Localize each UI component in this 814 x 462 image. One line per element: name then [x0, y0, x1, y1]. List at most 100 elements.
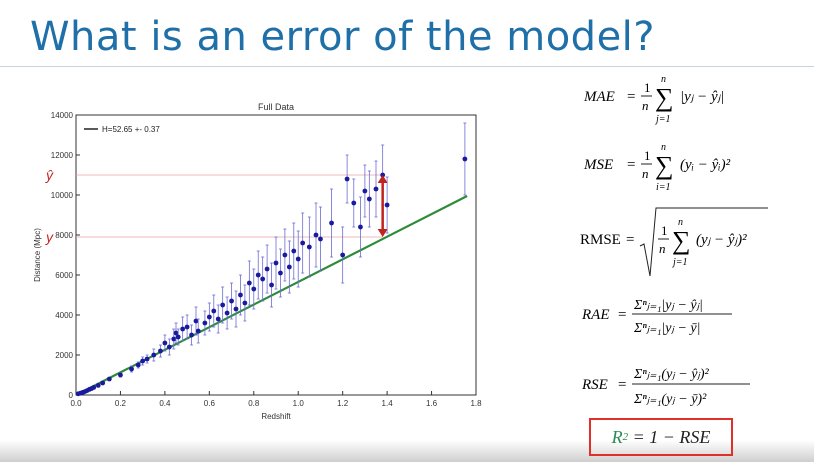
rmse-frac-bot: n — [659, 241, 666, 256]
rmse-frac-top: 1 — [661, 223, 668, 238]
data-point — [233, 306, 239, 312]
data-point — [118, 372, 123, 378]
y-tick-label: 0 — [69, 391, 74, 400]
yhat-label: ŷ — [45, 167, 54, 183]
x-tick-label: 0.8 — [248, 399, 260, 408]
data-point — [140, 358, 146, 364]
data-point — [100, 380, 106, 386]
mse-sum-top: n — [661, 142, 666, 153]
mse-formula: MSE = 1 n ∑ n i=1 (yᵢ − ŷᵢ)² — [560, 138, 800, 198]
data-point — [295, 256, 301, 262]
x-tick-label: 1.6 — [426, 399, 438, 408]
data-point — [318, 236, 323, 242]
data-point — [286, 264, 292, 270]
mae-frac-bot: n — [642, 98, 649, 113]
rae-lhs: RAE — [581, 307, 610, 323]
legend-entry: H=52.65 +- 0.37 — [102, 125, 160, 134]
data-point — [151, 352, 157, 358]
data-point — [135, 362, 141, 368]
x-tick-label: 0.6 — [204, 399, 216, 408]
data-point — [195, 328, 201, 334]
data-point — [306, 244, 312, 250]
y-tick-label: 2000 — [55, 351, 73, 360]
data-point — [358, 224, 363, 230]
data-point — [95, 383, 101, 388]
data-point — [462, 156, 468, 162]
x-tick-label: 1.2 — [337, 399, 349, 408]
data-point — [300, 240, 306, 246]
data-point — [251, 286, 257, 292]
svg-text:=: = — [627, 89, 635, 105]
rse-num: Σⁿⱼ₌₁(yⱼ − ŷⱼ)² — [633, 367, 710, 382]
data-point — [344, 176, 350, 182]
data-point — [255, 272, 261, 278]
data-point — [351, 200, 357, 206]
rmse-body: (yⱼ − ŷⱼ)² — [696, 232, 747, 248]
svg-text:=: = — [618, 307, 626, 323]
mae-formula: MAE = 1 n ∑ n j=1 |yⱼ − ŷⱼ| — [560, 70, 800, 130]
x-tick-label: 1.0 — [293, 399, 305, 408]
arrow-head-top — [377, 175, 388, 183]
data-point — [291, 248, 297, 254]
data-point — [313, 232, 319, 238]
y-axis-label: Distance (Mpc) — [33, 228, 42, 282]
y-tick-label: 4000 — [55, 311, 73, 320]
data-point — [229, 298, 234, 304]
rmse-sum-top: n — [678, 217, 683, 228]
data-point — [264, 266, 270, 272]
mse-frac-top: 1 — [644, 148, 651, 163]
svg-text:∑: ∑ — [655, 151, 674, 180]
data-point — [106, 376, 112, 382]
x-tick-label: 1.4 — [382, 399, 394, 408]
data-point — [206, 314, 212, 320]
arrow-head-bottom — [377, 229, 388, 237]
y-label: y — [45, 229, 54, 245]
data-point — [242, 300, 248, 306]
rae-den: Σⁿⱼ₌₁|yⱼ − ȳ| — [633, 321, 700, 336]
svg-text:=: = — [626, 232, 634, 248]
x-tick-label: 0.0 — [70, 399, 82, 408]
data-point — [166, 344, 172, 350]
data-point — [91, 385, 97, 390]
data-point — [366, 196, 372, 202]
y-tick-label: 14000 — [51, 111, 74, 120]
data-point — [282, 252, 288, 258]
mse-body: (yᵢ − ŷᵢ)² — [680, 157, 731, 173]
data-point — [260, 276, 266, 282]
data-point — [329, 220, 334, 226]
data-point — [362, 188, 368, 194]
data-point — [173, 330, 179, 336]
slide-title: What is an error of the model? — [30, 14, 656, 60]
data-point — [340, 252, 346, 258]
x-tick-label: 1.8 — [470, 399, 482, 408]
y-tick-label: 12000 — [51, 151, 74, 160]
r2-superscript: 2 — [622, 431, 629, 443]
mse-lhs: MSE — [583, 157, 613, 173]
chart-title: Full Data — [258, 102, 294, 112]
chart-svg: Full Data 0.0 0.2 0.4 0.6 0.8 1.0 1.2 1.4 1.6 1.8 0… — [33, 102, 482, 421]
x-tick-label: 0.2 — [115, 399, 127, 408]
data-point — [162, 340, 168, 346]
data-point — [269, 282, 274, 288]
svg-text:∑: ∑ — [672, 226, 691, 255]
rae-formula: RAE = Σⁿⱼ₌₁|yⱼ − ŷⱼ| Σⁿⱼ₌₁|yⱼ − ȳ| — [560, 285, 800, 345]
data-point — [144, 356, 150, 362]
data-point — [129, 366, 134, 372]
data-point — [373, 186, 379, 192]
rmse-formula: RMSE = 1 n ∑ n j=1 (yⱼ − ŷⱼ)² — [560, 202, 800, 282]
data-point — [175, 334, 181, 340]
data-point — [278, 270, 283, 276]
svg-text:∑: ∑ — [655, 83, 674, 112]
mse-sum-bot: i=1 — [656, 182, 671, 193]
mse-frac-bot: n — [642, 166, 649, 181]
rse-formula: RSE = Σⁿⱼ₌₁(yⱼ − ŷⱼ)² Σⁿⱼ₌₁(yⱼ − ȳ)² — [560, 355, 800, 415]
rmse-sum-bot: j=1 — [671, 257, 688, 268]
data-point — [215, 316, 221, 322]
y-tick-label: 6000 — [55, 271, 73, 280]
scatter-chart: Full Data 0.0 0.2 0.4 0.6 0.8 1.0 1.2 1.4 1.6 1.8 0… — [28, 95, 498, 425]
data-point — [220, 302, 226, 308]
rae-num: Σⁿⱼ₌₁|yⱼ − ŷⱼ| — [633, 298, 703, 313]
svg-text:=: = — [618, 377, 626, 393]
data-point — [184, 324, 190, 330]
